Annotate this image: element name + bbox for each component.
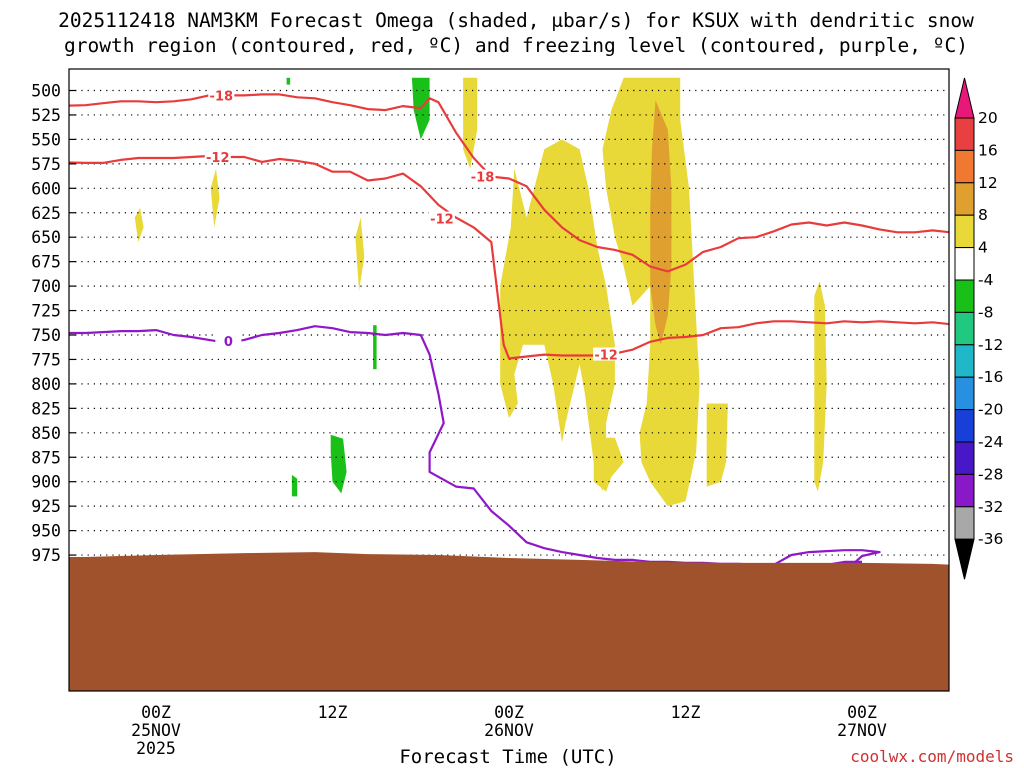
- omega-region-11: [134, 207, 144, 243]
- x-tick-label-0-3: 2025: [136, 739, 176, 758]
- omega-region-17: [650, 100, 672, 345]
- contour-label-1: -18: [471, 171, 495, 186]
- x-tick-label-40-1: 00Z: [847, 703, 877, 722]
- y-tick-label-700: 700: [31, 277, 61, 296]
- y-tick-label-550: 550: [31, 130, 61, 149]
- colorbar-segment-1: [954, 149, 975, 184]
- y-axis: 500 525 550 575 600 625 650 675 700 725 750 775 800 8…: [31, 82, 76, 565]
- colorbar-segment-4: [954, 247, 975, 281]
- colorbar-segment-5: [954, 279, 975, 313]
- y-tick-label-950: 950: [31, 522, 61, 541]
- contour-label-bg-5: [215, 333, 242, 347]
- omega-region-16: [814, 281, 827, 492]
- colorbar-label-2: 12: [978, 174, 998, 192]
- omega-region-8: [500, 139, 615, 492]
- y-tick-label-725: 725: [31, 302, 61, 321]
- colorbar-label-5: -4: [978, 271, 993, 289]
- omega-region-10: [210, 168, 220, 228]
- y-tick-label-500: 500: [31, 82, 61, 101]
- colorbar-segment-9: [954, 409, 975, 443]
- colorbar-label-10: -24: [978, 433, 1003, 451]
- colorbar-label-4: 4: [978, 239, 988, 257]
- omega-region-12: [355, 217, 365, 291]
- contour-label-4: -12: [594, 349, 618, 364]
- colorbar-segment-3: [954, 214, 975, 249]
- colorbar-top-arrow: [954, 77, 975, 119]
- y-tick-label-625: 625: [31, 204, 61, 223]
- contour-layer: -18 -18 -12 -12 -12 0: [69, 88, 949, 566]
- x-tick-label-0-1: 00Z: [141, 703, 171, 722]
- omega-region-14: [593, 437, 624, 492]
- omega-region-15: [706, 403, 728, 487]
- contour-label-bg-2: [204, 150, 231, 164]
- colorbar-segment-10: [954, 441, 975, 475]
- colorbar-label-9: -20: [978, 401, 1003, 419]
- contour-label-3: -12: [430, 213, 454, 228]
- colorbar-label-8: -16: [978, 368, 1003, 386]
- contour-label-bg-1: [469, 169, 496, 183]
- colorbar-label-1: 16: [978, 141, 998, 159]
- omega-region-4: [291, 474, 298, 497]
- colorbar-label-6: -8: [978, 303, 993, 321]
- colorbar-segment-2: [954, 182, 975, 216]
- colorbar-label-0: 20: [978, 109, 998, 127]
- y-tick-label-750: 750: [31, 326, 61, 345]
- x-tick-label-10-1: 12Z: [318, 703, 348, 722]
- y-tick-label-925: 925: [31, 497, 61, 516]
- colorbar-segment-8: [954, 376, 975, 411]
- chart-title-line1: 2025112418 NAM3KM Forecast Omega (shaded…: [58, 9, 974, 32]
- contour-label-2: -12: [206, 151, 230, 166]
- credit-link[interactable]: coolwx.com/models: [850, 747, 1014, 766]
- colorbar-segment-11: [954, 473, 975, 508]
- y-tick-label-800: 800: [31, 375, 61, 394]
- colorbar-label-12: -32: [978, 498, 1003, 516]
- x-tick-label-40-2: 27NOV: [837, 721, 887, 740]
- colorbar: 20 16 12 8 4 -4 -8 -12 -16 -20 -24 -28 -32 -36: [954, 77, 1003, 580]
- y-tick-label-875: 875: [31, 448, 61, 467]
- x-tick-label-20-1: 00Z: [494, 703, 524, 722]
- omega-region-5: [373, 325, 377, 370]
- omega-region-3: [330, 434, 347, 494]
- y-tick-label-525: 525: [31, 106, 61, 125]
- y-tick-label-575: 575: [31, 155, 61, 174]
- y-tick-label-650: 650: [31, 228, 61, 247]
- chart-title-line2: growth region (contoured, red, ºC) and f…: [64, 34, 968, 57]
- colorbar-segment-0: [954, 117, 975, 151]
- plot-area: -18 -18 -12 -12 -12 0: [68, 68, 950, 692]
- colorbar-segment-7: [954, 344, 975, 378]
- x-tick-label-20-2: 26NOV: [484, 721, 534, 740]
- contour-label-5: 0: [224, 335, 233, 350]
- contour-line-3: [773, 549, 881, 566]
- omega-region-6: [286, 77, 291, 85]
- x-tick-label-0-2: 25NOV: [131, 721, 181, 740]
- x-tick-label-30-1: 12Z: [671, 703, 701, 722]
- colorbar-label-11: -28: [978, 465, 1003, 483]
- colorbar-bottom-arrow: [954, 538, 975, 580]
- contour-label-bg-0: [208, 88, 235, 102]
- colorbar-segment-12: [954, 506, 975, 540]
- y-tick-label-850: 850: [31, 424, 61, 443]
- contour-label-0: -18: [210, 89, 234, 104]
- x-axis-label: Forecast Time (UTC): [399, 746, 616, 768]
- omega-shading-layer: [134, 77, 827, 507]
- contour-line-1: [69, 154, 949, 360]
- terrain-fill: [69, 552, 949, 691]
- colorbar-label-7: -12: [978, 336, 1003, 354]
- y-tick-label-675: 675: [31, 253, 61, 272]
- y-tick-label-825: 825: [31, 399, 61, 418]
- colorbar-segment-6: [954, 311, 975, 346]
- y-tick-label-600: 600: [31, 179, 61, 198]
- colorbar-label-13: -36: [978, 530, 1003, 548]
- y-tick-label-975: 975: [31, 546, 61, 565]
- contour-label-bg-3: [428, 211, 455, 225]
- contour-label-bg-4: [593, 347, 620, 361]
- y-tick-label-900: 900: [31, 473, 61, 492]
- y-tick-label-775: 775: [31, 350, 61, 369]
- colorbar-label-3: 8: [978, 206, 988, 224]
- plot-frame: [68, 68, 950, 692]
